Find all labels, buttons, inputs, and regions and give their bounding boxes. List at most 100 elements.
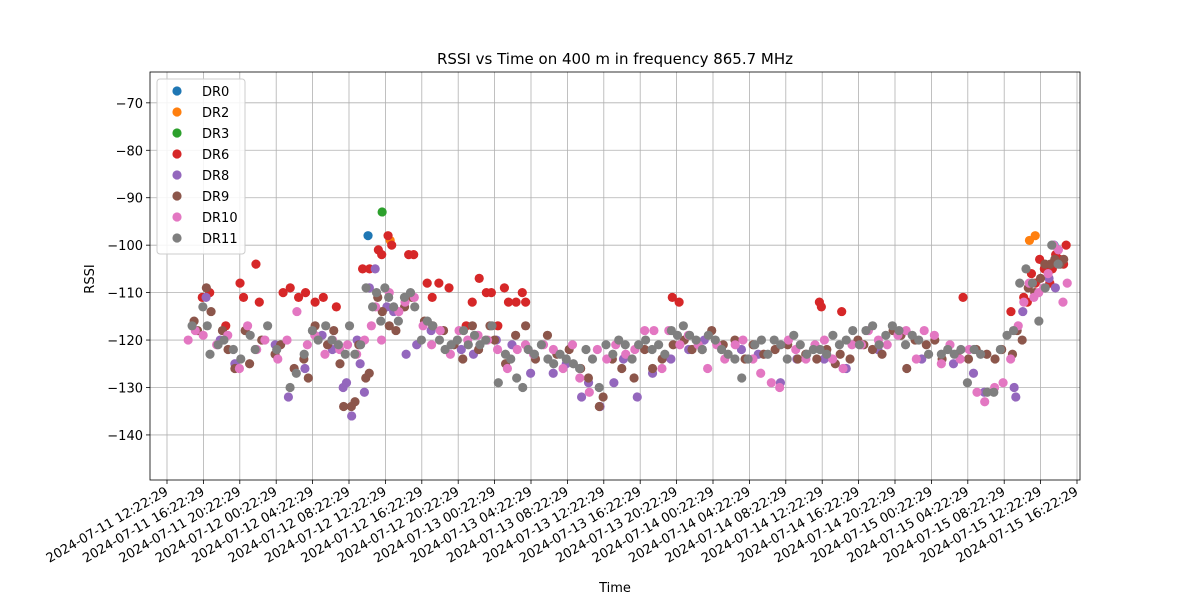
- data-point: [1035, 273, 1046, 283]
- data-point: [355, 359, 365, 369]
- data-point: [363, 231, 373, 241]
- data-point: [841, 335, 851, 345]
- data-point: [512, 344, 522, 355]
- data-point: [291, 368, 301, 378]
- data-point: [634, 340, 644, 350]
- y-tick-label: −140: [107, 429, 143, 444]
- data-point: [456, 344, 466, 355]
- data-point: [958, 292, 968, 302]
- data-point: [517, 288, 527, 298]
- data-point: [350, 349, 360, 359]
- data-point: [228, 344, 238, 355]
- data-point: [963, 354, 974, 364]
- data-point: [219, 335, 229, 345]
- data-point: [1024, 235, 1035, 246]
- data-point: [364, 368, 374, 378]
- legend: DR0 DR2 DR3 DR6 DR8 DR9 DR10 DR11: [156, 78, 246, 255]
- data-point: [1018, 306, 1028, 317]
- data-point: [822, 349, 832, 359]
- data-point: [1061, 240, 1071, 250]
- legend-label: DR10: [202, 211, 238, 226]
- data-point: [703, 330, 713, 340]
- data-point: [428, 321, 438, 331]
- data-point: [380, 283, 390, 293]
- data-point: [278, 288, 288, 298]
- data-point: [250, 344, 260, 355]
- data-point: [238, 292, 249, 302]
- data-point: [674, 297, 684, 307]
- data-point: [962, 378, 973, 388]
- data-point: [632, 392, 642, 402]
- data-point: [235, 278, 245, 288]
- data-point: [691, 335, 701, 345]
- data-point: [575, 373, 585, 383]
- legend-marker: [172, 170, 182, 180]
- data-point: [989, 387, 999, 397]
- data-point: [254, 297, 264, 307]
- data-point: [341, 378, 352, 388]
- data-point: [387, 240, 397, 250]
- data-point: [376, 316, 386, 326]
- data-point: [789, 330, 799, 340]
- data-point: [815, 344, 825, 355]
- y-axis-label: RSSI: [83, 264, 98, 293]
- data-point: [283, 392, 294, 402]
- legend-label: DR8: [202, 169, 229, 184]
- data-point: [511, 330, 521, 340]
- data-point: [660, 349, 670, 359]
- data-point: [592, 344, 602, 355]
- data-point: [793, 354, 803, 364]
- data-point: [371, 288, 382, 298]
- data-point: [1047, 240, 1057, 250]
- data-point: [943, 344, 953, 355]
- data-point: [736, 344, 747, 355]
- y-tick-label: −100: [107, 239, 143, 254]
- data-point: [555, 349, 565, 359]
- data-point: [936, 359, 946, 369]
- data-point: [273, 354, 283, 364]
- data-point: [738, 335, 748, 345]
- data-point: [245, 330, 255, 340]
- points-layer: [183, 207, 1072, 421]
- data-point: [467, 297, 477, 307]
- data-point: [900, 340, 911, 350]
- data-point: [561, 354, 571, 364]
- data-point: [340, 349, 350, 359]
- data-point: [894, 325, 904, 336]
- data-point: [845, 354, 855, 364]
- data-point: [949, 349, 959, 359]
- data-point: [756, 368, 766, 378]
- data-point: [795, 340, 805, 350]
- data-point: [995, 344, 1005, 355]
- data-point: [998, 378, 1008, 388]
- data-point: [333, 340, 344, 350]
- data-point: [329, 325, 339, 336]
- data-point: [512, 373, 522, 383]
- data-point: [1017, 335, 1027, 345]
- data-point: [936, 349, 946, 359]
- chart-title: RSSI vs Time on 400 m in frequency 865.7…: [437, 50, 793, 68]
- data-point: [703, 363, 713, 374]
- data-point: [837, 306, 847, 317]
- data-point: [867, 344, 878, 355]
- data-point: [463, 340, 473, 350]
- data-point: [982, 387, 992, 397]
- data-point: [344, 321, 355, 331]
- data-point: [621, 349, 631, 359]
- legend-label: DR0: [202, 85, 229, 100]
- data-point: [350, 397, 360, 407]
- data-point: [303, 373, 313, 383]
- data-point: [251, 259, 261, 269]
- data-point: [584, 387, 594, 397]
- data-point: [1009, 382, 1019, 393]
- data-point: [318, 292, 328, 302]
- legend-marker: [172, 149, 182, 159]
- legend-label: DR11: [202, 232, 238, 247]
- data-point: [183, 335, 193, 345]
- data-point: [835, 349, 845, 359]
- data-point: [640, 335, 651, 345]
- data-point: [285, 283, 295, 293]
- data-point: [1027, 278, 1038, 288]
- data-point: [919, 325, 929, 336]
